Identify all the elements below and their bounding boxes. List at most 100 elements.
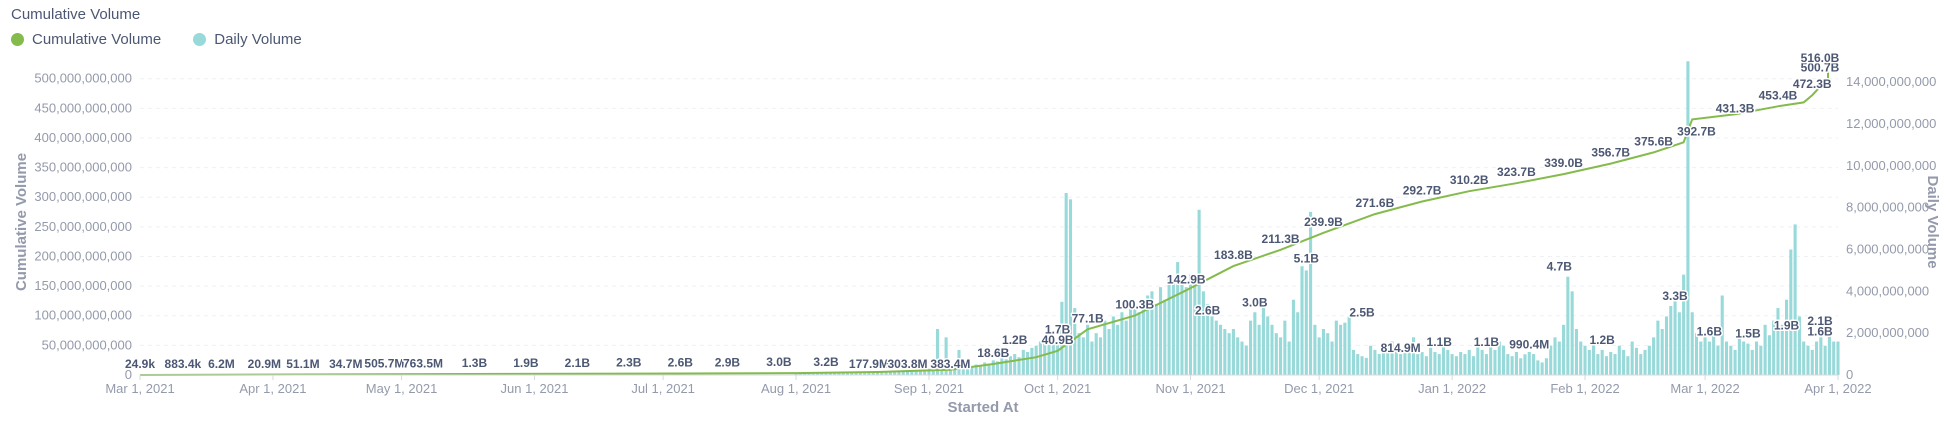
daily-volume-bar [1356, 354, 1360, 375]
daily-volume-bar [1836, 341, 1840, 375]
daily-volume-bar [1609, 351, 1613, 375]
cumulative-data-label: 3.2B [813, 355, 839, 369]
daily-volume-bar [794, 373, 798, 375]
daily-volume-bar [871, 372, 875, 375]
daily-volume-bar [1304, 270, 1308, 375]
daily-volume-bar [1626, 356, 1630, 375]
daily-volume-bar [1056, 341, 1060, 375]
daily-volume-bar [1480, 349, 1484, 375]
daily-volume-bar [1351, 349, 1356, 375]
y-right-tick-label: 4,000,000,000 [1846, 283, 1929, 298]
cumulative-data-label: 2.6B [668, 355, 694, 369]
daily-volume-bar [1261, 308, 1265, 375]
daily-volume-bar [841, 372, 845, 375]
daily-volume-bar [1523, 354, 1527, 375]
daily-volume-bar [1330, 341, 1334, 375]
daily-volume-bar [1574, 328, 1578, 375]
daily-volume-bar [815, 373, 820, 375]
daily-volume-bar [1604, 356, 1608, 375]
daily-volume-bar [1716, 345, 1720, 375]
daily-volume-bar [1369, 345, 1373, 375]
daily-volume-bar [1236, 337, 1240, 375]
daily-volume-bar [1446, 349, 1450, 375]
cumulative-data-label: 356.7B [1591, 146, 1630, 160]
cumulative-data-label: 177.9M [849, 357, 889, 371]
daily-volume-bar [1497, 341, 1501, 375]
daily-volume-bar [1180, 278, 1184, 375]
daily-volume-bar [1219, 324, 1223, 375]
daily-volume-bar [1677, 312, 1681, 375]
cumulative-data-label: 239.9B [1304, 215, 1343, 229]
y-left-tick-label: 100,000,000,000 [34, 308, 132, 323]
legend-label-cumulative: Cumulative Volume [32, 31, 162, 48]
daily-data-label: 3.3B [1662, 289, 1688, 303]
cumulative-data-label: 500.7B [1801, 60, 1840, 74]
daily-volume-bar [1566, 276, 1570, 375]
daily-volume-bar [957, 349, 961, 375]
daily-volume-bar [1540, 362, 1544, 375]
daily-volume-bar [1360, 356, 1364, 375]
cumulative-data-label: 303.8M [888, 357, 928, 371]
cumulative-data-label: 77.1B [1072, 311, 1104, 325]
x-axis-title: Started At [947, 399, 1018, 416]
daily-volume-bar [1785, 299, 1789, 375]
daily-volume-bar [1030, 347, 1034, 375]
daily-volume-bar [867, 372, 871, 375]
daily-volume-bar [1617, 345, 1621, 375]
daily-volume-bar [978, 365, 982, 375]
daily-volume-bar [1707, 341, 1711, 375]
daily-volume-bar [1326, 333, 1330, 375]
y-left-tick-label: 0 [125, 367, 132, 382]
cumulative-data-label: 1.9B [513, 356, 539, 370]
daily-volume-bar [1021, 349, 1025, 375]
daily-volume-bar [1673, 299, 1677, 375]
cumulative-data-label: 516.0B [1801, 51, 1840, 65]
daily-volume-bar [1364, 357, 1368, 375]
daily-volume-bar [931, 368, 935, 375]
daily-volume-bar [1656, 320, 1660, 375]
daily-volume-bar [1720, 295, 1724, 375]
cumulative-volume-path [139, 69, 1829, 376]
daily-volume-bar [1017, 357, 1021, 375]
daily-volume-bar [1184, 287, 1188, 375]
y-right-tick-label: 14,000,000,000 [1846, 74, 1936, 89]
x-tick-label: Jan 1, 2022 [1418, 381, 1486, 396]
cumulative-data-label: 763.5M [403, 357, 443, 371]
x-tick-label: Apr 1, 2021 [239, 381, 306, 396]
daily-volume-bar [1557, 341, 1561, 375]
daily-volume-bar [1377, 354, 1381, 375]
legend-item-cumulative[interactable]: Cumulative Volume [11, 31, 161, 48]
daily-volume-bar [1476, 337, 1480, 375]
daily-volume-bar [1797, 316, 1801, 375]
daily-volume-bar [1171, 282, 1175, 375]
daily-volume-bar [1819, 337, 1823, 375]
legend-item-daily[interactable]: Daily Volume [193, 31, 302, 48]
daily-volume-bar [1429, 347, 1433, 375]
daily-volume-bar [1660, 328, 1664, 375]
daily-volume-bar [854, 372, 858, 375]
daily-volume-bar [1090, 341, 1094, 375]
daily-volume-bar [1562, 324, 1566, 375]
daily-volume-bar [1703, 337, 1707, 375]
daily-volume-bar [1613, 354, 1617, 375]
y-right-tick-label: 10,000,000,000 [1846, 158, 1936, 173]
daily-volume-bar [1163, 299, 1167, 375]
x-tick-label: May 1, 2021 [366, 381, 438, 396]
daily-volume-bar [1086, 324, 1090, 375]
legend: Cumulative Volume Daily Volume [11, 31, 334, 48]
daily-volume-bar [1827, 324, 1831, 375]
daily-volume-bar [1107, 328, 1111, 375]
daily-volume-bar [1038, 341, 1042, 375]
daily-volume-bar [1081, 337, 1085, 375]
cumulative-data-label: 18.6B [977, 346, 1009, 360]
daily-volume-bar [1381, 351, 1386, 375]
daily-volume-bar [1694, 333, 1699, 375]
daily-volume-bar [803, 373, 807, 375]
daily-volume-bar [1433, 351, 1437, 375]
daily-volume-bar [811, 373, 815, 375]
daily-data-label: 2.5B [1349, 306, 1375, 320]
y-left-tick-label: 150,000,000,000 [34, 278, 132, 293]
daily-data-label: 814.9M [1381, 341, 1421, 355]
daily-volume-bar [1510, 356, 1514, 375]
